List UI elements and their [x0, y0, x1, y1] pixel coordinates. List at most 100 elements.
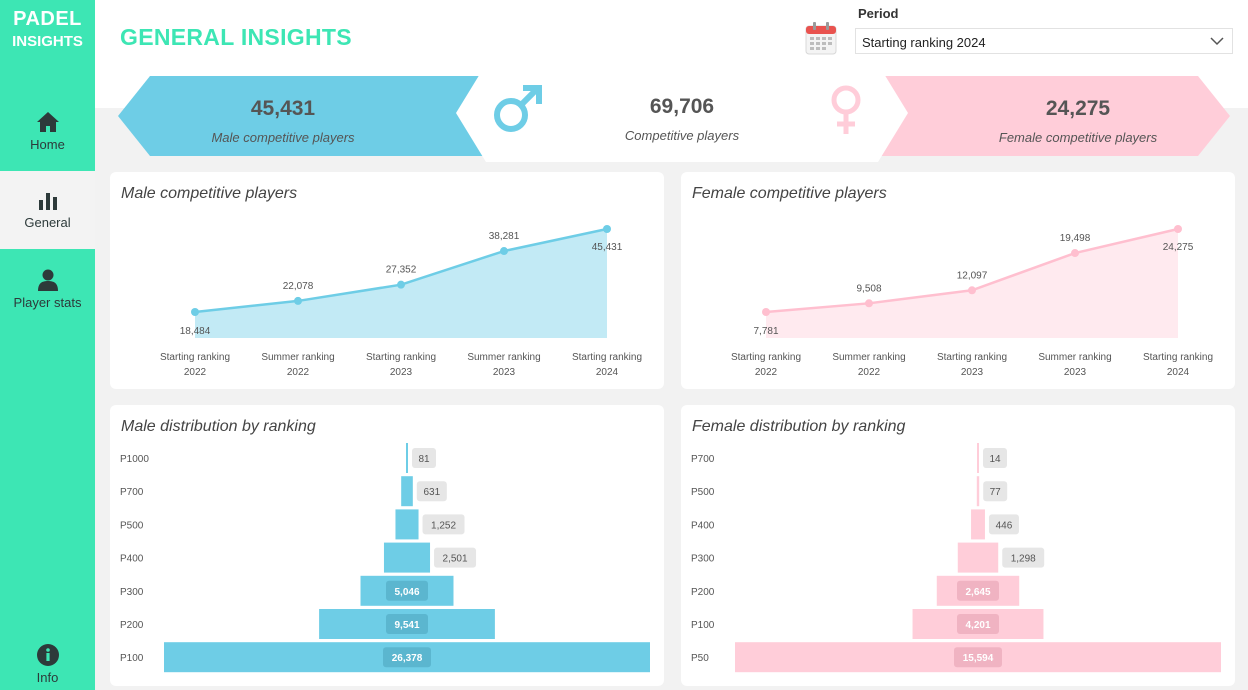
value-badge	[416, 481, 447, 502]
logo-line-2: INSIGHTS	[12, 33, 83, 50]
funnel-bar[interactable]	[383, 542, 431, 573]
funnel-bar[interactable]	[971, 509, 985, 540]
logo-line-1: PADEL	[13, 8, 82, 30]
value-label: 9,541	[394, 620, 419, 631]
funnel-bar[interactable]	[395, 509, 419, 540]
category-label: P1000	[120, 454, 149, 465]
female-distribution-title: Female distribution by ranking	[692, 418, 906, 435]
funnel-bar[interactable]	[976, 476, 980, 507]
female-players-card: Female competitive players 7,781 Starting…	[681, 172, 1235, 389]
value-badge	[412, 448, 436, 468]
value-label: 4,201	[965, 620, 990, 631]
funnel-bar[interactable]	[957, 542, 999, 573]
value-label: 1,252	[431, 520, 456, 531]
nav-item-info[interactable]: Info	[0, 640, 95, 690]
value-badge	[1002, 547, 1045, 568]
x-tick-label: 2024	[1167, 367, 1190, 378]
kpi-total-label: Competitive players	[624, 128, 740, 143]
x-tick-label: Starting ranking	[937, 352, 1007, 363]
male-distribution-title: Male distribution by ranking	[121, 418, 316, 435]
male-players-title: Male competitive players	[121, 185, 298, 202]
nav-item-player-stats[interactable]: Player stats	[0, 249, 95, 327]
nav-item-general[interactable]: General	[0, 171, 95, 249]
x-tick-label: Starting ranking	[731, 352, 801, 363]
x-tick-label: 2022	[184, 367, 207, 378]
value-badge	[954, 647, 1002, 668]
series-area	[195, 229, 607, 338]
nav-label-info: Info	[36, 670, 59, 685]
data-label: 38,281	[489, 231, 520, 242]
data-point[interactable]	[500, 247, 508, 256]
data-point[interactable]	[1174, 225, 1182, 233]
x-tick-label: 2024	[596, 367, 619, 378]
value-label: 2,501	[443, 554, 468, 565]
female-distribution-chart: P700 14 P500 77 P400 446 P300 1,298 P200 2,645 P10…	[691, 443, 1221, 673]
bar-chart-icon	[38, 193, 57, 210]
value-badge	[988, 514, 1019, 535]
male-symbol-icon	[494, 85, 542, 132]
data-point[interactable]	[865, 299, 873, 308]
kpi-female: 24,275 Female competitive players	[858, 76, 1230, 156]
kpi-total-shape	[456, 64, 908, 162]
data-point[interactable]	[968, 286, 976, 295]
data-label: 27,352	[386, 265, 417, 276]
female-distribution-card: Female distribution by ranking P700 14 P50…	[681, 405, 1235, 686]
data-label: 7,781	[753, 326, 778, 337]
category-label: P300	[120, 587, 144, 598]
x-tick-label: 2023	[961, 367, 984, 378]
value-label: 77	[990, 487, 1002, 498]
category-label: P50	[691, 653, 709, 664]
kpi-male-label: Male competitive players	[211, 130, 355, 145]
x-tick-label: Summer ranking	[467, 352, 540, 363]
male-players-card: Male competitive players 18,484 Starting …	[110, 172, 664, 389]
value-label: 631	[423, 487, 440, 498]
info-icon	[36, 644, 59, 666]
x-tick-label: Starting ranking	[572, 352, 642, 363]
kpi-total: 69,706 Competitive players	[456, 64, 908, 162]
home-icon	[36, 112, 59, 132]
nav-label-player-stats: Player stats	[13, 295, 82, 310]
nav-label-home: Home	[30, 137, 65, 152]
kpi-male-value: 45,431	[250, 97, 316, 120]
nav-item-home[interactable]: Home	[0, 95, 95, 173]
data-point[interactable]	[397, 280, 405, 289]
female-players-line-chart: 7,781 Starting ranking 2022 9,508 Summer ran…	[731, 225, 1213, 378]
person-icon	[37, 269, 58, 291]
x-tick-label: 2022	[287, 367, 310, 378]
data-point[interactable]	[762, 308, 770, 316]
kpi-female-label: Female competitive players	[998, 130, 1158, 145]
app-logo: PADEL INSIGHTS	[0, 8, 95, 51]
data-point[interactable]	[1071, 249, 1079, 258]
value-label: 14	[989, 454, 1001, 465]
value-label: 26,378	[392, 653, 423, 664]
data-point[interactable]	[294, 296, 302, 305]
x-tick-label: 2022	[755, 367, 778, 378]
category-label: P100	[691, 620, 715, 631]
category-label: P300	[691, 554, 715, 565]
male-distribution-chart: P1000 81 P700 631 P500 1,252 P400 2,501 P300 5,04…	[120, 443, 650, 673]
period-dropdown[interactable]: Starting ranking 2024	[855, 28, 1233, 54]
funnel-bar[interactable]	[977, 443, 979, 473]
x-tick-label: 2023	[390, 367, 413, 378]
x-tick-label: Starting ranking	[1143, 352, 1213, 363]
value-badge	[957, 614, 999, 634]
period-selected-value: Starting ranking 2024	[862, 35, 986, 50]
funnel-bar[interactable]	[406, 443, 408, 473]
data-label: 22,078	[283, 281, 314, 292]
x-tick-label: 2023	[493, 367, 516, 378]
calendar-icon	[805, 22, 837, 55]
category-label: P500	[120, 520, 144, 531]
x-tick-label: 2023	[1064, 367, 1087, 378]
value-badge	[983, 448, 1007, 468]
value-badge	[957, 580, 999, 601]
female-players-title: Female competitive players	[692, 185, 887, 202]
series-area	[766, 229, 1178, 338]
value-label: 81	[418, 454, 430, 465]
data-point[interactable]	[191, 308, 199, 316]
female-symbol-icon	[831, 85, 861, 134]
data-label: 24,275	[1163, 242, 1194, 253]
funnel-bar[interactable]	[401, 476, 413, 507]
data-point[interactable]	[603, 225, 611, 233]
kpi-total-value: 69,706	[649, 95, 715, 118]
value-label: 15,594	[963, 653, 994, 664]
